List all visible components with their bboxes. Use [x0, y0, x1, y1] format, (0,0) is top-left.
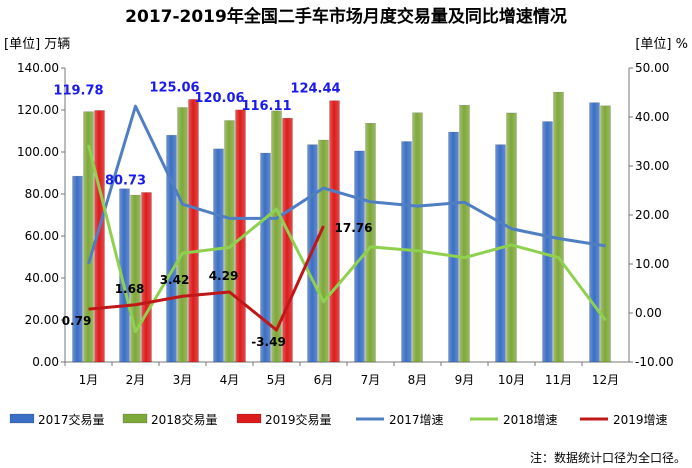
chart-title: 2017-2019年全国二手车市场月度交易量及同比增速情况 — [125, 6, 567, 27]
bar-2018交易量 — [130, 194, 141, 363]
bar-2018交易量 — [224, 120, 235, 363]
left-tick-label: 0.00 — [32, 355, 59, 369]
left-tick-label: 140.00 — [17, 61, 59, 75]
bar-data-label: 119.78 — [53, 83, 103, 98]
right-tick-label: 10.00 — [635, 257, 669, 271]
legend-label: 2019增速 — [613, 413, 668, 427]
x-tick-label: 7月 — [361, 373, 381, 387]
bar-2017交易量 — [166, 134, 177, 363]
left-tick-label: 40.00 — [25, 271, 59, 285]
left-tick-label: 80.00 — [25, 187, 59, 201]
line-2019增速 — [88, 225, 325, 332]
x-tick-label: 8月 — [408, 373, 428, 387]
right-tick-label: 0.00 — [635, 306, 662, 320]
x-tick-label: 11月 — [545, 373, 572, 387]
bar-2017交易量 — [354, 150, 365, 363]
line-data-label: 4.29 — [209, 269, 239, 283]
line-2017增速 — [87, 104, 606, 265]
bar-2018交易量 — [177, 107, 188, 363]
legend-swatch — [9, 413, 35, 424]
bar-data-label: 125.06 — [149, 80, 199, 95]
left-tick-label: 60.00 — [25, 229, 59, 243]
legend-swatch — [236, 413, 262, 424]
bar-2018交易量 — [318, 139, 329, 363]
bar-2017交易量 — [401, 141, 412, 363]
right-tick-label: 20.00 — [635, 208, 669, 222]
bar-2018交易量 — [600, 105, 611, 363]
bar-2017交易量 — [213, 148, 224, 363]
x-tick-label: 2月 — [126, 373, 146, 387]
legend: 2017交易量 2018交易量 2019交易量 2017增速 2018增速 2019增速 — [9, 412, 668, 427]
bar-2018交易量 — [412, 112, 423, 363]
right-tick-label: 40.00 — [635, 110, 669, 124]
bar-2018交易量 — [365, 122, 376, 363]
x-tick-label: 1月 — [79, 373, 99, 387]
bar-2017交易量 — [542, 121, 553, 363]
bar-2017交易量 — [119, 188, 130, 363]
bar-2017交易量 — [448, 131, 459, 363]
legend-swatch — [122, 413, 148, 424]
bar-2018交易量 — [459, 104, 470, 363]
legend-label: 2017增速 — [389, 413, 444, 427]
bar-data-label: 120.06 — [194, 91, 244, 106]
bar-2019交易量 — [141, 192, 152, 363]
bar-2019交易量 — [329, 100, 340, 363]
bar-data-label: 80.73 — [105, 173, 146, 188]
bar-2017交易量 — [495, 144, 506, 363]
x-tick-label: 6月 — [314, 373, 334, 387]
right-tick-label: -10.00 — [635, 355, 674, 369]
line-data-label: 1.68 — [115, 282, 145, 296]
bar-2017交易量 — [72, 175, 83, 363]
left-unit-label: [单位] 万辆 — [4, 37, 70, 52]
right-tick-label: 50.00 — [635, 61, 669, 75]
legend-label: 2019交易量 — [265, 412, 332, 427]
line-data-label: 17.76 — [335, 221, 373, 235]
right-unit-label: [单位] % — [635, 37, 688, 52]
legend-label: 2017交易量 — [38, 412, 105, 427]
bar-data-label: 124.44 — [290, 82, 340, 97]
x-tick-label: 9月 — [455, 373, 475, 387]
bar-2017交易量 — [260, 152, 271, 363]
line-data-label: 0.79 — [62, 314, 92, 328]
line-data-label: 3.42 — [160, 273, 190, 287]
bar-2018交易量 — [506, 112, 517, 363]
bar-2017交易量 — [589, 102, 600, 363]
bar-2018交易量 — [553, 91, 564, 363]
x-tick-label: 5月 — [267, 373, 287, 387]
bar-2018交易量 — [271, 110, 282, 363]
bar-2019交易量 — [94, 110, 105, 363]
bar-data-label: 116.11 — [241, 99, 291, 114]
plot-area: 0.00 20.00 40.00 60.00 80.00 100.00 120.00 140.… — [17, 61, 674, 387]
line-data-label: -3.49 — [251, 335, 286, 349]
x-tick-label: 10月 — [498, 373, 525, 387]
left-tick-label: 120.00 — [17, 103, 59, 117]
right-tick-label: 30.00 — [635, 159, 669, 173]
x-tick-label: 3月 — [173, 373, 193, 387]
footnote: 注：数据统计口径为全口径。 — [530, 450, 686, 465]
bar-2019交易量 — [188, 99, 199, 363]
line-2018增速 — [87, 144, 607, 334]
x-tick-label: 4月 — [220, 373, 240, 387]
left-tick-label: 100.00 — [17, 145, 59, 159]
bar-2018交易量 — [83, 111, 94, 363]
left-tick-label: 20.00 — [25, 313, 59, 327]
legend-label: 2018交易量 — [151, 412, 218, 427]
legend-label: 2018增速 — [503, 413, 558, 427]
x-tick-label: 12月 — [592, 373, 619, 387]
